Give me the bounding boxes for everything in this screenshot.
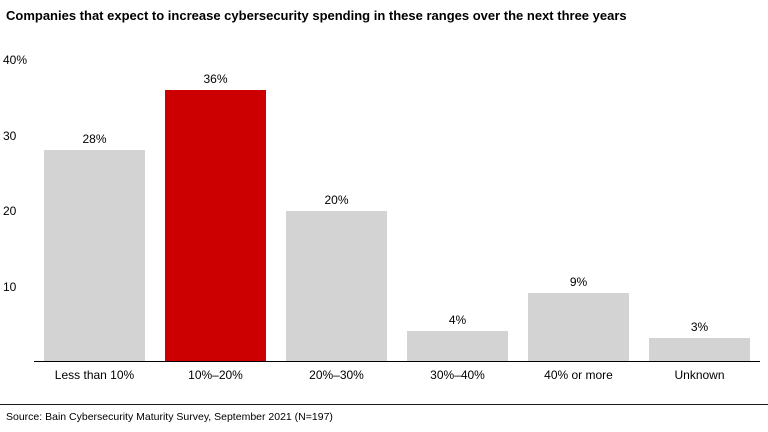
footer: Source: Bain Cybersecurity Maturity Surv… [0,404,768,432]
x-axis: Less than 10% 10%–20% 20%–30% 30%–40% 40% or… [34,368,760,382]
x-tick-label: 30%–40% [430,368,485,382]
y-tick-label: 10 [3,279,17,294]
source-note: Source: Bain Cybersecurity Maturity Surv… [6,411,333,423]
bar [406,330,509,361]
y-tick-label: 40% [3,53,28,67]
x-tick-label: Less than 10% [54,368,135,382]
bar [285,210,388,361]
y-tick-label: 20 [3,204,17,218]
bar [648,338,751,361]
bar-value-label: 20% [324,192,349,207]
bars-container: 28% 36% 20% 4% 9% 3% [34,60,760,362]
bar [527,293,630,361]
bar-value-label: 28% [82,132,107,147]
bar-value-label: 9% [569,275,588,290]
chart-title: Companies that expect to increase cybers… [6,8,627,23]
x-tick-label: 10%–20% [188,368,243,382]
bar-value-label: 3% [690,320,709,335]
bar-slot: 9% [518,60,639,361]
bar-value-label: 36% [203,72,228,87]
x-tick-label: 40% or more [544,368,613,382]
x-tick-label: Unknown [674,368,725,382]
bar-slot: 36% [155,60,276,361]
bar-slot: 4% [397,60,518,361]
bar-value-label: 4% [448,312,467,327]
bar [43,150,146,361]
plot-area: 40% 30 20 10 28% 36% 20% 4% 9% 3% [0,53,768,362]
bar-slot: 28% [34,60,155,361]
y-tick-label: 30 [3,128,17,143]
bar-slot: 20% [276,60,397,361]
bar [164,90,267,361]
y-axis: 40% 30 20 10 [3,53,33,362]
bar-slot: 3% [639,60,760,361]
x-tick-label: 20%–30% [309,368,364,382]
